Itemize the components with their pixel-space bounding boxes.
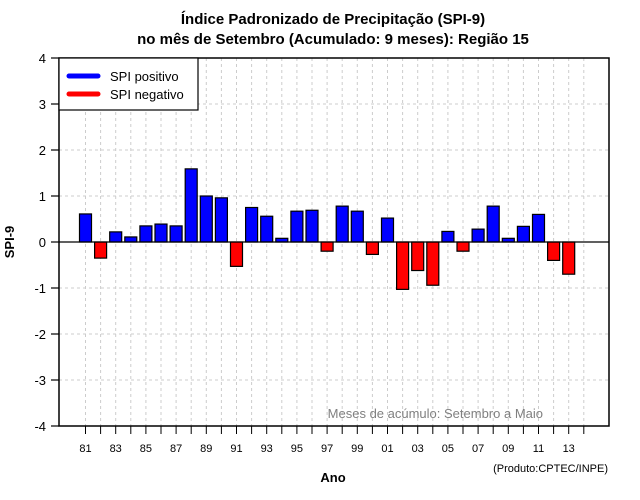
bar-05 — [441, 230, 455, 243]
legend-label-positive: SPI positivo — [110, 69, 179, 84]
bar-95 — [290, 210, 304, 243]
y-tick-label: 4 — [39, 51, 46, 66]
bar-08 — [486, 205, 500, 243]
bar-12 — [546, 241, 561, 261]
bar-92 — [245, 206, 259, 243]
bar-83 — [109, 231, 123, 243]
bar-84 — [124, 236, 138, 243]
y-tick-label: 0 — [39, 235, 46, 250]
bar-10 — [516, 225, 531, 243]
bar-99 — [350, 210, 364, 243]
bar-07 — [471, 228, 485, 243]
x-tick-label: 83 — [110, 443, 122, 455]
bar-11 — [531, 213, 546, 243]
bars — [78, 168, 576, 290]
chart-title-line1: Índice Padronizado de Precipitação (SPI-… — [181, 11, 485, 28]
bar-81 — [78, 213, 93, 243]
x-tick-label: 81 — [79, 443, 91, 455]
y-tick-label: -1 — [34, 281, 46, 296]
bar-90 — [214, 197, 228, 243]
x-tick-label: 85 — [140, 443, 152, 455]
bar-98 — [335, 205, 349, 243]
bar-02 — [396, 241, 410, 290]
bar-03 — [411, 241, 425, 272]
x-tick-label: 87 — [170, 443, 182, 455]
bar-97 — [320, 241, 334, 252]
legend-label-negative: SPI negativo — [110, 87, 184, 102]
y-tick-label: 2 — [39, 143, 46, 158]
y-tick-label: -3 — [34, 373, 46, 388]
bar-89 — [199, 195, 213, 243]
bar-13 — [562, 241, 576, 275]
y-tick-label: 3 — [39, 97, 46, 112]
x-tick-label: 91 — [230, 443, 242, 455]
bar-88 — [184, 168, 198, 243]
bar-01 — [380, 217, 395, 243]
y-tick-label: -4 — [34, 419, 46, 434]
x-tick-label: 99 — [351, 443, 363, 455]
y-tick-label: 1 — [39, 189, 46, 204]
legend: SPI positivo SPI negativo — [58, 57, 199, 111]
legend-box — [58, 57, 199, 111]
x-axis: 81 83 85 87 89 91 93 95 97 99 01 03 05 07 09 11 13 — [79, 426, 585, 455]
bar-91 — [229, 241, 244, 267]
bar-00 — [365, 241, 379, 256]
x-tick-label: 11 — [533, 443, 544, 455]
bar-87 — [169, 225, 183, 243]
y-tick-label: -2 — [34, 327, 46, 342]
x-tick-label: 03 — [412, 443, 424, 455]
x-tick-label: 09 — [502, 443, 514, 455]
bar-93 — [260, 215, 274, 243]
x-tick-label: 13 — [563, 443, 575, 455]
x-tick-label: 95 — [291, 443, 303, 455]
accumulation-annotation: Meses de acúmulo: Setembro a Maio — [328, 406, 543, 421]
bar-96 — [305, 209, 319, 243]
x-axis-label: Ano — [320, 470, 345, 485]
x-tick-label: 05 — [442, 443, 454, 455]
y-axis: 4 3 2 1 0 -1 -2 -3 -4 — [34, 51, 59, 434]
x-tick-label: 07 — [472, 443, 484, 455]
x-tick-label: 93 — [261, 443, 273, 455]
x-tick-label: 01 — [381, 443, 393, 455]
bar-04 — [426, 241, 440, 286]
chart-title-line2: no mês de Setembro (Acumulado: 9 meses):… — [137, 31, 529, 48]
y-axis-label: SPI-9 — [2, 226, 17, 259]
x-tick-label: 89 — [200, 443, 212, 455]
bar-06 — [456, 241, 470, 252]
product-credit: (Produto:CPTEC/INPE) — [493, 463, 608, 475]
bar-85 — [139, 225, 153, 243]
bar-82 — [93, 241, 108, 259]
bar-86 — [154, 223, 168, 243]
x-tick-label: 97 — [321, 443, 333, 455]
